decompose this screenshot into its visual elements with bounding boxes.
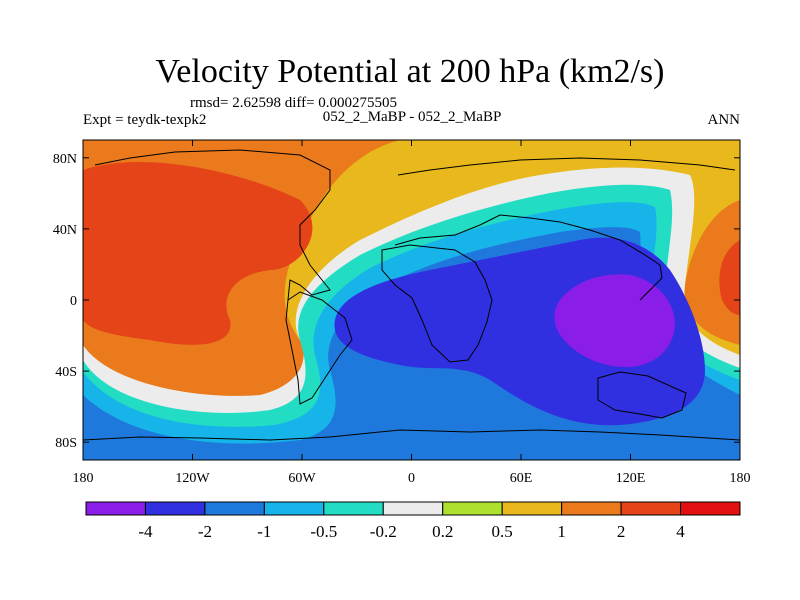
x-tick-label: 60E xyxy=(510,471,533,486)
band-red xyxy=(83,161,313,345)
colorbar-tick-label: 1 xyxy=(557,522,566,541)
colorbar-tick-label: -4 xyxy=(138,522,153,541)
coast-australia xyxy=(597,371,687,419)
x-tick-label: 120W xyxy=(175,471,210,486)
colorbar-swatch xyxy=(442,501,503,516)
x-tick-label: 60W xyxy=(288,471,316,486)
coast-north-america xyxy=(94,149,331,301)
colorbar-swatch xyxy=(144,501,206,516)
colorbar-tick-label: 4 xyxy=(676,522,685,541)
case-label: 052_2_MaBP - 052_2_MaBP xyxy=(323,109,502,125)
colorbar-swatch xyxy=(85,501,146,516)
colorbar-tick-label: -2 xyxy=(198,522,212,541)
y-tick-label: 0 xyxy=(70,294,77,309)
colorbar-tick-label: -1 xyxy=(257,522,271,541)
colorbar-tick-label: -0.5 xyxy=(310,522,337,541)
coast-antarctica xyxy=(83,429,740,441)
x-tick-label: 180 xyxy=(73,471,94,486)
colorbar-swatch xyxy=(323,501,384,516)
band-purple xyxy=(554,274,675,368)
colorbar-tick-label: 0.2 xyxy=(432,522,453,541)
colorbar-swatch xyxy=(620,501,682,516)
colorbar-swatch xyxy=(501,501,563,516)
colorbar: -4 -2 -1 -0.5 -0.2 0.2 0.5 1 2 4 xyxy=(85,501,741,541)
coast-south-america xyxy=(285,291,353,405)
x-tick-label: 0 xyxy=(408,471,415,486)
chart-title: Velocity Potential at 200 hPa (km2/s) xyxy=(156,53,665,90)
y-tick-label: 40S xyxy=(55,365,77,380)
colorbar-tick-label: 2 xyxy=(617,522,626,541)
y-tick-label: 80S xyxy=(55,436,77,451)
colorbar-swatch xyxy=(204,501,265,516)
y-tick-label: 40N xyxy=(53,223,77,238)
season-label: ANN xyxy=(708,112,741,128)
y-axis: 80N 40N 0 40S 80S xyxy=(53,152,740,451)
colorbar-swatch xyxy=(561,501,622,516)
colorbar-swatch xyxy=(680,501,741,516)
stats-label: rmsd= 2.62598 diff= 0.000275505 xyxy=(190,95,397,111)
band-orange-east xyxy=(684,200,740,345)
coast-eurasia xyxy=(394,157,736,301)
y-tick-label: 80N xyxy=(53,152,77,167)
coastlines xyxy=(83,149,740,441)
colorbar-tick-label: -0.2 xyxy=(370,522,397,541)
experiment-label: Expt = teydk-texpk2 xyxy=(83,112,206,128)
band-red-east xyxy=(719,240,740,315)
x-axis: 180 120W 60W 0 60E 120E 180 xyxy=(73,140,751,486)
colorbar-swatch xyxy=(263,501,325,516)
coast-africa xyxy=(381,244,493,363)
x-tick-label: 180 xyxy=(730,471,751,486)
contour-field xyxy=(83,140,740,460)
colorbar-swatch xyxy=(382,501,444,516)
colorbar-tick-label: 0.5 xyxy=(492,522,513,541)
x-tick-label: 120E xyxy=(616,471,646,486)
